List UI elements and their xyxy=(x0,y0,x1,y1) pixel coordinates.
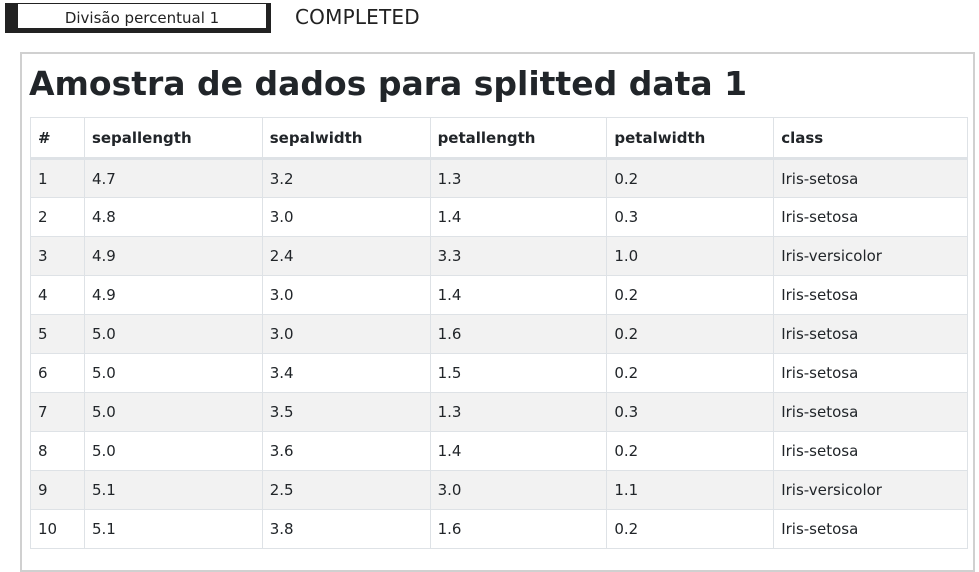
cell-petalwidth: 0.2 xyxy=(606,353,775,393)
cell-class: Iris-setosa xyxy=(773,197,968,237)
table-row: 9 5.1 2.5 3.0 1.1 Iris-versicolor xyxy=(30,470,968,510)
cell-petallength: 1.6 xyxy=(429,314,608,354)
cell-index: 3 xyxy=(30,236,85,276)
panel-title: Amostra de dados para splitted data 1 xyxy=(29,64,748,103)
cell-petallength: 1.4 xyxy=(429,431,608,471)
cell-sepallength: 5.0 xyxy=(83,392,263,432)
cell-petalwidth: 0.2 xyxy=(606,275,775,315)
cell-class: Iris-setosa xyxy=(773,509,968,549)
cell-index: 4 xyxy=(30,275,85,315)
cell-sepalwidth: 3.6 xyxy=(261,431,431,471)
cell-petalwidth: 0.3 xyxy=(606,392,775,432)
cell-class: Iris-setosa xyxy=(773,431,968,471)
cell-petallength: 1.3 xyxy=(429,392,608,432)
top-bar: Divisão percentual 1 COMPLETED xyxy=(0,0,979,40)
cell-petalwidth: 0.2 xyxy=(606,314,775,354)
cell-sepallength: 5.0 xyxy=(83,431,263,471)
cell-sepalwidth: 3.5 xyxy=(261,392,431,432)
cell-index: 2 xyxy=(30,197,85,237)
cell-petallength: 3.3 xyxy=(429,236,608,276)
cell-index: 1 xyxy=(30,158,85,198)
cell-petalwidth: 0.2 xyxy=(606,509,775,549)
column-header-index: # xyxy=(30,117,85,160)
cell-class: Iris-versicolor xyxy=(773,236,968,276)
cell-class: Iris-setosa xyxy=(773,275,968,315)
table-row: 1 4.7 3.2 1.3 0.2 Iris-setosa xyxy=(30,158,968,198)
table-row: 5 5.0 3.0 1.6 0.2 Iris-setosa xyxy=(30,314,968,354)
cell-petallength: 1.6 xyxy=(429,509,608,549)
cell-sepallength: 4.9 xyxy=(83,275,263,315)
cell-sepalwidth: 3.0 xyxy=(261,275,431,315)
column-header-sepallength: sepallength xyxy=(83,117,263,160)
column-header-sepalwidth: sepalwidth xyxy=(261,117,431,160)
cell-index: 8 xyxy=(30,431,85,471)
table-row: 3 4.9 2.4 3.3 1.0 Iris-versicolor xyxy=(30,236,968,276)
cell-petallength: 1.3 xyxy=(429,158,608,198)
cell-sepallength: 5.1 xyxy=(83,509,263,549)
split-task-label: Divisão percentual 1 xyxy=(64,8,220,27)
cell-petallength: 1.5 xyxy=(429,353,608,393)
cell-petalwidth: 0.3 xyxy=(606,197,775,237)
cell-petalwidth: 1.0 xyxy=(606,236,775,276)
cell-sepalwidth: 2.4 xyxy=(261,236,431,276)
cell-petalwidth: 1.1 xyxy=(606,470,775,510)
table-body: 1 4.7 3.2 1.3 0.2 Iris-setosa 2 4.8 3.0 … xyxy=(30,158,968,549)
cell-petallength: 1.4 xyxy=(429,275,608,315)
table-row: 4 4.9 3.0 1.4 0.2 Iris-setosa xyxy=(30,275,968,315)
cell-class: Iris-setosa xyxy=(773,392,968,432)
column-header-petalwidth: petalwidth xyxy=(606,117,775,160)
cell-class: Iris-setosa xyxy=(773,353,968,393)
data-sample-panel: Amostra de dados para splitted data 1 # … xyxy=(20,52,975,572)
cell-sepalwidth: 3.2 xyxy=(261,158,431,198)
cell-index: 6 xyxy=(30,353,85,393)
cell-sepallength: 5.0 xyxy=(83,353,263,393)
table-row: 10 5.1 3.8 1.6 0.2 Iris-setosa xyxy=(30,509,968,549)
cell-sepallength: 5.1 xyxy=(83,470,263,510)
cell-index: 5 xyxy=(30,314,85,354)
cell-sepalwidth: 2.5 xyxy=(261,470,431,510)
table-row: 2 4.8 3.0 1.4 0.3 Iris-setosa xyxy=(30,197,968,237)
table-row: 8 5.0 3.6 1.4 0.2 Iris-setosa xyxy=(30,431,968,471)
column-header-petallength: petallength xyxy=(429,117,608,160)
cell-sepallength: 4.9 xyxy=(83,236,263,276)
table-row: 6 5.0 3.4 1.5 0.2 Iris-setosa xyxy=(30,353,968,393)
cell-petallength: 1.4 xyxy=(429,197,608,237)
cell-sepalwidth: 3.4 xyxy=(261,353,431,393)
cell-index: 7 xyxy=(30,392,85,432)
cell-sepalwidth: 3.0 xyxy=(261,314,431,354)
cell-sepallength: 4.8 xyxy=(83,197,263,237)
cell-sepallength: 5.0 xyxy=(83,314,263,354)
data-table: # sepallength sepalwidth petallength pet… xyxy=(30,117,968,549)
cell-sepallength: 4.7 xyxy=(83,158,263,198)
split-task-button[interactable]: Divisão percentual 1 xyxy=(5,3,271,33)
cell-petallength: 3.0 xyxy=(429,470,608,510)
cell-class: Iris-setosa xyxy=(773,158,968,198)
cell-index: 10 xyxy=(30,509,85,549)
task-status: COMPLETED xyxy=(295,5,420,29)
cell-sepalwidth: 3.0 xyxy=(261,197,431,237)
cell-petalwidth: 0.2 xyxy=(606,158,775,198)
table-header-row: # sepallength sepalwidth petallength pet… xyxy=(30,117,968,160)
cell-index: 9 xyxy=(30,470,85,510)
column-header-class: class xyxy=(773,117,968,160)
cell-class: Iris-setosa xyxy=(773,314,968,354)
cell-class: Iris-versicolor xyxy=(773,470,968,510)
table-row: 7 5.0 3.5 1.3 0.3 Iris-setosa xyxy=(30,392,968,432)
cell-sepalwidth: 3.8 xyxy=(261,509,431,549)
cell-petalwidth: 0.2 xyxy=(606,431,775,471)
